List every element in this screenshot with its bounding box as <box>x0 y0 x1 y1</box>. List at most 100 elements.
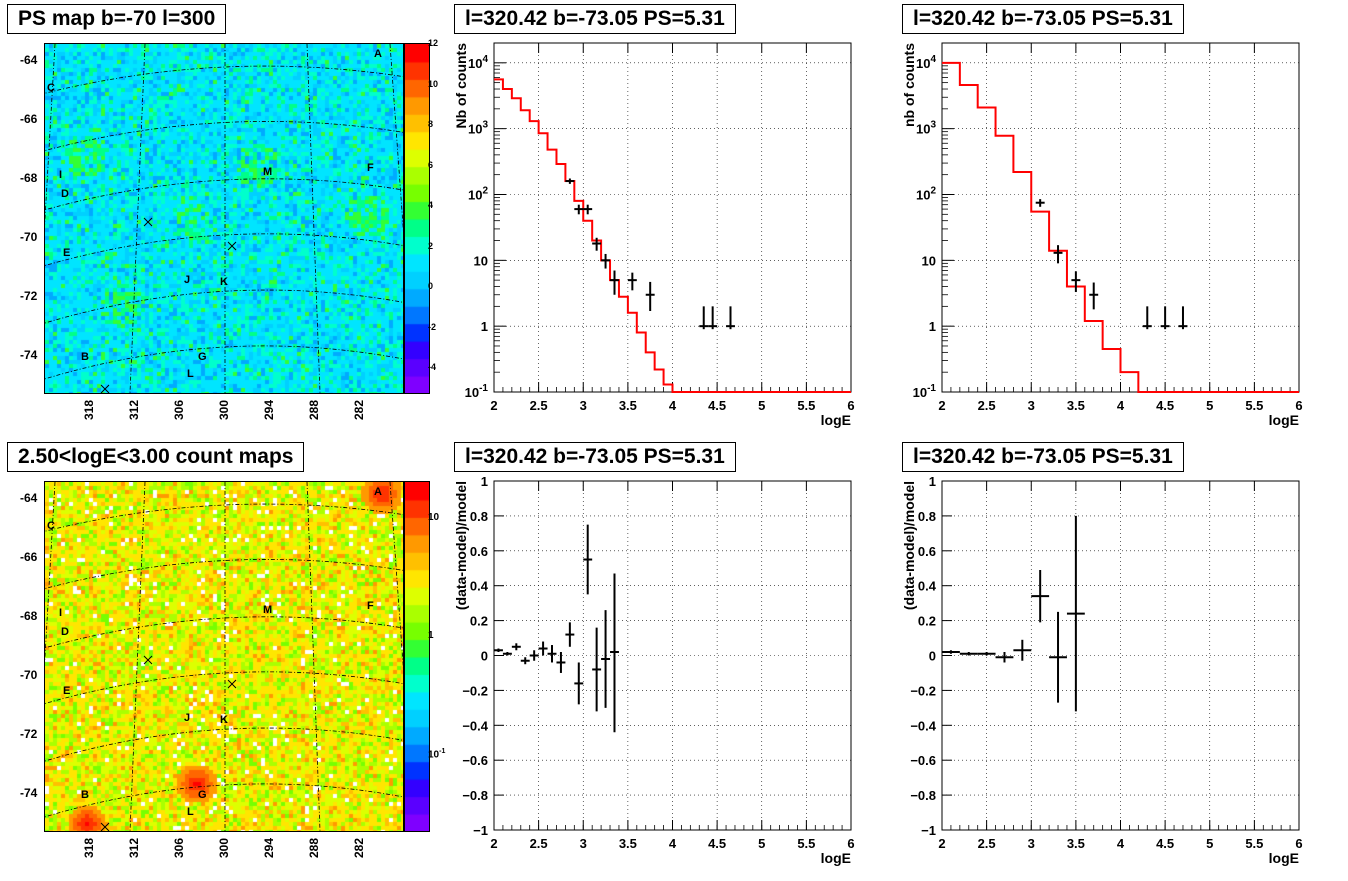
chart2-data-point[interactable] <box>601 610 611 708</box>
ps-map-source-label-d[interactable]: D <box>61 188 69 200</box>
ps-map-source-label-g[interactable]: G <box>198 351 207 363</box>
count-map-source-label-m[interactable]: M <box>263 604 273 616</box>
ps-map-source-label-m[interactable]: M <box>263 166 273 178</box>
residual-chart-2[interactable]: 2 2.5 3 3.5 4 4.5 5 5.5 6 −1 −0.8 −0.6 −0.4 −0.2 0 0.2 0… <box>896 438 1344 876</box>
chart0-data-point[interactable] <box>610 270 619 295</box>
ps-map-source-label-k[interactable]: K <box>220 276 228 288</box>
chart0-data-point[interactable] <box>565 178 575 184</box>
chart0-data-point[interactable] <box>645 281 655 311</box>
count-map-source-label-k[interactable]: K <box>220 714 228 726</box>
chart3-data-point[interactable] <box>995 652 1014 663</box>
count-map-source-label-e[interactable]: E <box>63 685 71 697</box>
chart2-y-tick-label: 0.6 <box>470 544 488 559</box>
chart1-data-point[interactable] <box>1053 245 1063 264</box>
chart0-x-tick-label: 6 <box>847 398 854 413</box>
ps-map-title: PS map b=-70 l=300 <box>7 4 227 34</box>
spectrum-chart-2[interactable]: 2 2.5 3 3.5 4 4.5 5 5.5 6 10-1 1 10 102 103 104 logE nb … <box>896 0 1344 430</box>
chart2-data-point[interactable] <box>556 652 566 673</box>
chart3-data-point[interactable] <box>1013 639 1032 661</box>
chart0-data-point[interactable] <box>726 306 735 330</box>
count-map-palette-tick: 1 <box>428 630 434 641</box>
chart2-data-point[interactable] <box>494 648 503 653</box>
ps-map-lat-tick: -70 <box>20 230 38 244</box>
ps-map-heatmap <box>45 44 403 393</box>
chart0-data-point[interactable] <box>699 306 709 330</box>
chart3-y-tick-label: −0.8 <box>910 788 936 803</box>
chart2-x-tick-label: 4 <box>669 836 677 851</box>
chart1-data-point[interactable] <box>1142 306 1152 330</box>
chart1-y-tick-label: 104 <box>916 54 936 71</box>
count-map-plot[interactable] <box>44 481 404 832</box>
chart3-data-point[interactable] <box>959 652 978 656</box>
chart3-x-axis-label: logE <box>1269 850 1299 866</box>
chart3-y-tick-label: 0.2 <box>918 614 936 629</box>
chart0-data-point[interactable] <box>592 237 602 251</box>
chart0-x-axis-label: logE <box>821 412 851 428</box>
chart2-data-point[interactable] <box>565 622 575 647</box>
chart2-y-tick-label: 1 <box>481 474 488 489</box>
chart0-data-point[interactable] <box>601 253 611 269</box>
chart1-data-point[interactable] <box>1089 282 1099 310</box>
chart0-data-point[interactable] <box>708 306 718 330</box>
chart1-data-point[interactable] <box>1160 306 1170 330</box>
chart1-data-point[interactable] <box>1178 306 1188 330</box>
chart2-data-point[interactable] <box>592 627 602 712</box>
ps-map-lon-tick: 288 <box>307 399 321 420</box>
ps-map-source-label-b[interactable]: B <box>81 351 89 363</box>
chart3-data-point[interactable] <box>977 652 996 656</box>
residual-plot-1: 2 2.5 3 3.5 4 4.5 5 5.5 6 −1 −0.8 −0.6 −0.4 −0.2 0 0.2 0… <box>448 438 896 876</box>
chart0-data-point[interactable] <box>583 204 593 215</box>
chart2-data-point[interactable] <box>583 524 593 595</box>
chart2-x-tick-label: 5 <box>758 836 765 851</box>
count-map-source-label-a[interactable]: A <box>374 486 382 498</box>
count-map-source-label-c[interactable]: C <box>47 520 55 532</box>
chart1-x-tick-label: 2.5 <box>978 398 996 413</box>
ps-map-plot[interactable] <box>44 43 404 394</box>
count-map-source-label-i[interactable]: I <box>59 607 63 619</box>
chart3-y-axis-label: (data-model)/model <box>901 481 917 610</box>
ps-map-panel: -64 -66 -68 -70 -72 -74 318 312 306 300 294 288 282 A… <box>0 0 440 430</box>
ps-map-source-label-f[interactable]: F <box>367 162 374 174</box>
ps-map-lat-tick: -72 <box>20 289 38 303</box>
ps-map-source-label-i[interactable]: I <box>59 169 63 181</box>
chart2-data-point[interactable] <box>574 662 584 705</box>
chart2-data-point[interactable] <box>538 641 548 656</box>
ps-map-source-label-l[interactable]: L <box>187 368 194 380</box>
ps-map-palette-tick: 10 <box>428 78 439 89</box>
count-map-source-label-l[interactable]: L <box>187 806 194 818</box>
residual-chart-1[interactable]: 2 2.5 3 3.5 4 4.5 5 5.5 6 −1 −0.8 −0.6 −0.4 −0.2 0 0.2 0… <box>448 438 896 876</box>
chart2-data-point[interactable] <box>547 645 557 663</box>
chart2-data-point[interactable] <box>511 643 521 651</box>
ps-map-source-label-a[interactable]: A <box>374 48 382 60</box>
chart1-x-tick-label: 5 <box>1206 398 1213 413</box>
count-map-source-label-b[interactable]: B <box>81 789 89 801</box>
chart3-data-point[interactable] <box>1031 569 1050 623</box>
chart3-data-point[interactable] <box>1066 515 1085 712</box>
chart1-data-point[interactable] <box>1071 271 1081 293</box>
chart0-y-tick-label: 10-1 <box>465 383 489 400</box>
count-map-source-label-g[interactable]: G <box>198 789 207 801</box>
ps-map-source-label-e[interactable]: E <box>63 247 71 259</box>
ps-map-source-label-c[interactable]: C <box>47 82 55 94</box>
chart0-y-tick-label: 102 <box>468 185 488 202</box>
residual-title-1: l=320.42 b=-73.05 PS=5.31 <box>454 442 736 472</box>
count-map-source-label-f[interactable]: F <box>367 600 374 612</box>
count-map-lon-tick: 300 <box>217 837 231 858</box>
count-map-palette-tick: 10 <box>428 512 440 523</box>
chart3-data-point[interactable] <box>1049 611 1067 703</box>
chart2-data-point[interactable] <box>610 573 619 733</box>
ps-map-palette-tick: -2 <box>428 321 437 332</box>
count-map-source-label-j[interactable]: J <box>184 712 191 724</box>
ps-map-source-label-j[interactable]: J <box>184 274 191 286</box>
count-map-source-label-d[interactable]: D <box>61 626 69 638</box>
chart2-data-point[interactable] <box>529 650 539 661</box>
chart3-data-point[interactable] <box>942 650 960 654</box>
chart2-data-point[interactable] <box>502 652 512 656</box>
chart2-data-point[interactable] <box>520 657 530 665</box>
chart1-data-point[interactable] <box>1035 199 1045 207</box>
spectrum-chart-1[interactable]: 2 2.5 3 3.5 4 4.5 5 5.5 6 10-1 1 10 102 103 104 logE Nb … <box>448 0 896 430</box>
chart0-data-point[interactable] <box>574 204 584 215</box>
chart3-x-tick-label: 5 <box>1206 836 1213 851</box>
ps-map-palette-tick: 2 <box>428 240 434 251</box>
chart0-data-point[interactable] <box>627 272 637 291</box>
